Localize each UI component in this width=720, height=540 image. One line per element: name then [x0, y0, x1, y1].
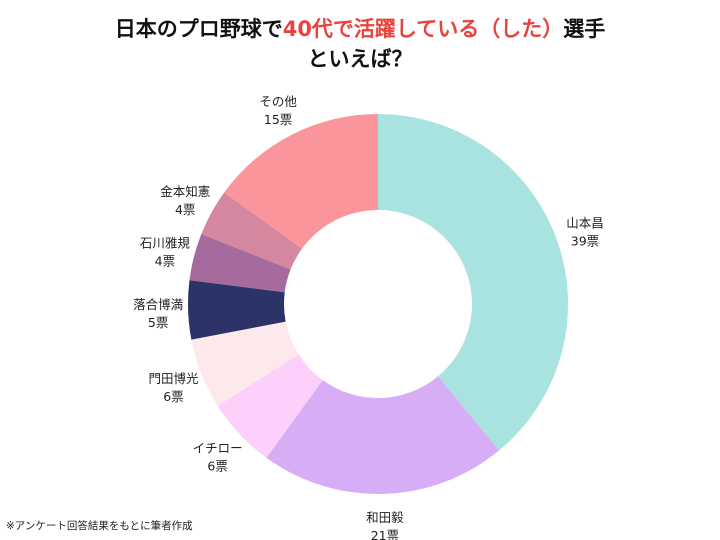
slice-label-7: その他 15票: [259, 94, 297, 127]
chart-title: 日本のプロ野球で40代で活躍している（した）選手 といえば？: [0, 14, 720, 74]
slice-name: その他: [259, 94, 297, 109]
slice-name: 石川雅規: [140, 235, 191, 250]
slice-value: 5票: [148, 315, 168, 330]
slice-4: [188, 280, 286, 340]
slice-label-0: 山本昌 39票: [566, 215, 604, 248]
slice-value: 6票: [207, 459, 227, 474]
slice-value: 15票: [264, 112, 292, 127]
slice-name: 山本昌: [566, 215, 604, 230]
slice-value: 39票: [571, 233, 599, 248]
slice-0: [378, 114, 569, 451]
title-suffix: 選手: [563, 17, 606, 41]
slice-name: 和田毅: [366, 510, 404, 525]
footnote: ※アンケート回答結果をもとに筆者作成: [6, 520, 193, 532]
title-highlight: 40代で活躍している（した）: [282, 17, 564, 41]
slice-value: 4票: [175, 202, 195, 217]
slice-6: [201, 192, 302, 270]
slice-label-4: 落合博満 5票: [133, 297, 183, 330]
slice-1: [266, 376, 500, 495]
slice-label-1: 和田毅 21票: [366, 510, 404, 540]
slice-label-5: 石川雅規 4票: [140, 235, 191, 268]
slice-name: 落合博満: [133, 297, 183, 312]
slice-name: イチロー: [193, 441, 243, 456]
slice-7: [224, 114, 378, 249]
slice-label-3: 門田博光 6票: [148, 371, 198, 404]
slice-name: 金本知憲: [160, 184, 210, 199]
slice-name: 門田博光: [148, 371, 198, 386]
slice-value: 4票: [155, 253, 175, 268]
slice-label-2: イチロー 6票: [193, 441, 243, 474]
slice-value: 21票: [371, 528, 399, 540]
slice-2: [217, 354, 323, 458]
slice-5: [189, 234, 291, 293]
slice-3: [191, 321, 299, 406]
title-prefix: 日本のプロ野球で: [114, 17, 283, 41]
title-line-1: 日本のプロ野球で40代で活躍している（した）選手: [0, 14, 720, 44]
slice-label-6: 金本知憲 4票: [160, 184, 210, 217]
slice-value: 6票: [163, 389, 183, 404]
title-line-2: といえば？: [307, 47, 413, 71]
